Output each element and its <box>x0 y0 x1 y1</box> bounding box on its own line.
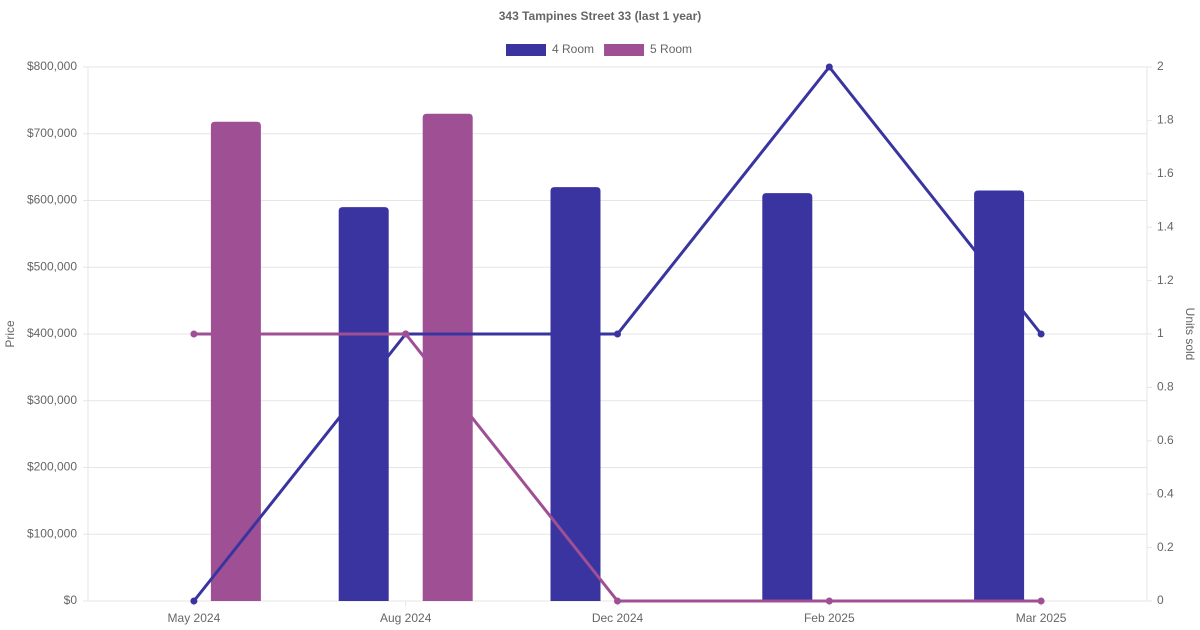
point <box>614 597 621 605</box>
y-tick-label: $300,000 <box>27 393 77 407</box>
y2-tick-label: 1.8 <box>1157 113 1174 127</box>
y-tick-label: $500,000 <box>27 259 77 273</box>
y2-tick-label: 0.4 <box>1157 486 1174 500</box>
y2-tick-label: 1.4 <box>1157 219 1174 233</box>
x-tick-label: Mar 2025 <box>1016 611 1067 625</box>
x-tick-label: Dec 2024 <box>592 611 644 625</box>
point <box>402 330 410 338</box>
y2-tick-label: 1.6 <box>1157 166 1174 180</box>
y-tick-label: $100,000 <box>27 526 77 540</box>
point <box>190 597 198 605</box>
point <box>614 330 621 338</box>
legend-label: 5 Room <box>650 42 692 56</box>
chart-title: 343 Tampines Street 33 (last 1 year) <box>499 9 702 23</box>
y2-tick-label: 2 <box>1157 59 1164 73</box>
y-tick-label: $800,000 <box>27 59 77 73</box>
y2-tick-label: 0 <box>1157 593 1164 607</box>
x-tick-label: Aug 2024 <box>380 611 432 625</box>
x-tick-label: Feb 2025 <box>804 611 855 625</box>
point <box>190 330 198 338</box>
y2-tick-label: 0.6 <box>1157 433 1174 447</box>
bar <box>974 190 1025 602</box>
point <box>1037 597 1045 605</box>
y-tick-label: $200,000 <box>27 460 77 474</box>
legend-swatch <box>604 44 645 56</box>
y2-tick-label: 1.2 <box>1157 273 1174 287</box>
y-tick-label: $400,000 <box>27 326 77 340</box>
y2-tick-label: 0.8 <box>1157 380 1174 394</box>
y-tick-label: $600,000 <box>27 193 77 207</box>
y2-axis-title: Units sold <box>1183 308 1197 361</box>
bar <box>762 193 813 601</box>
bar <box>338 207 389 602</box>
y2-tick-label: 1 <box>1157 326 1164 340</box>
y2-tick-label: 0.2 <box>1157 540 1174 554</box>
y-axis-title: Price <box>3 320 17 348</box>
point <box>825 597 833 605</box>
legend-label: 4 Room <box>552 42 594 56</box>
y-tick-label: $700,000 <box>27 126 77 140</box>
bar <box>422 113 473 601</box>
x-tick-label: May 2024 <box>168 611 221 625</box>
point <box>825 63 833 71</box>
legend-swatch <box>506 44 546 56</box>
y-tick-label: $0 <box>64 593 78 607</box>
bar <box>550 187 601 601</box>
point <box>1037 330 1045 338</box>
bar <box>210 121 261 602</box>
